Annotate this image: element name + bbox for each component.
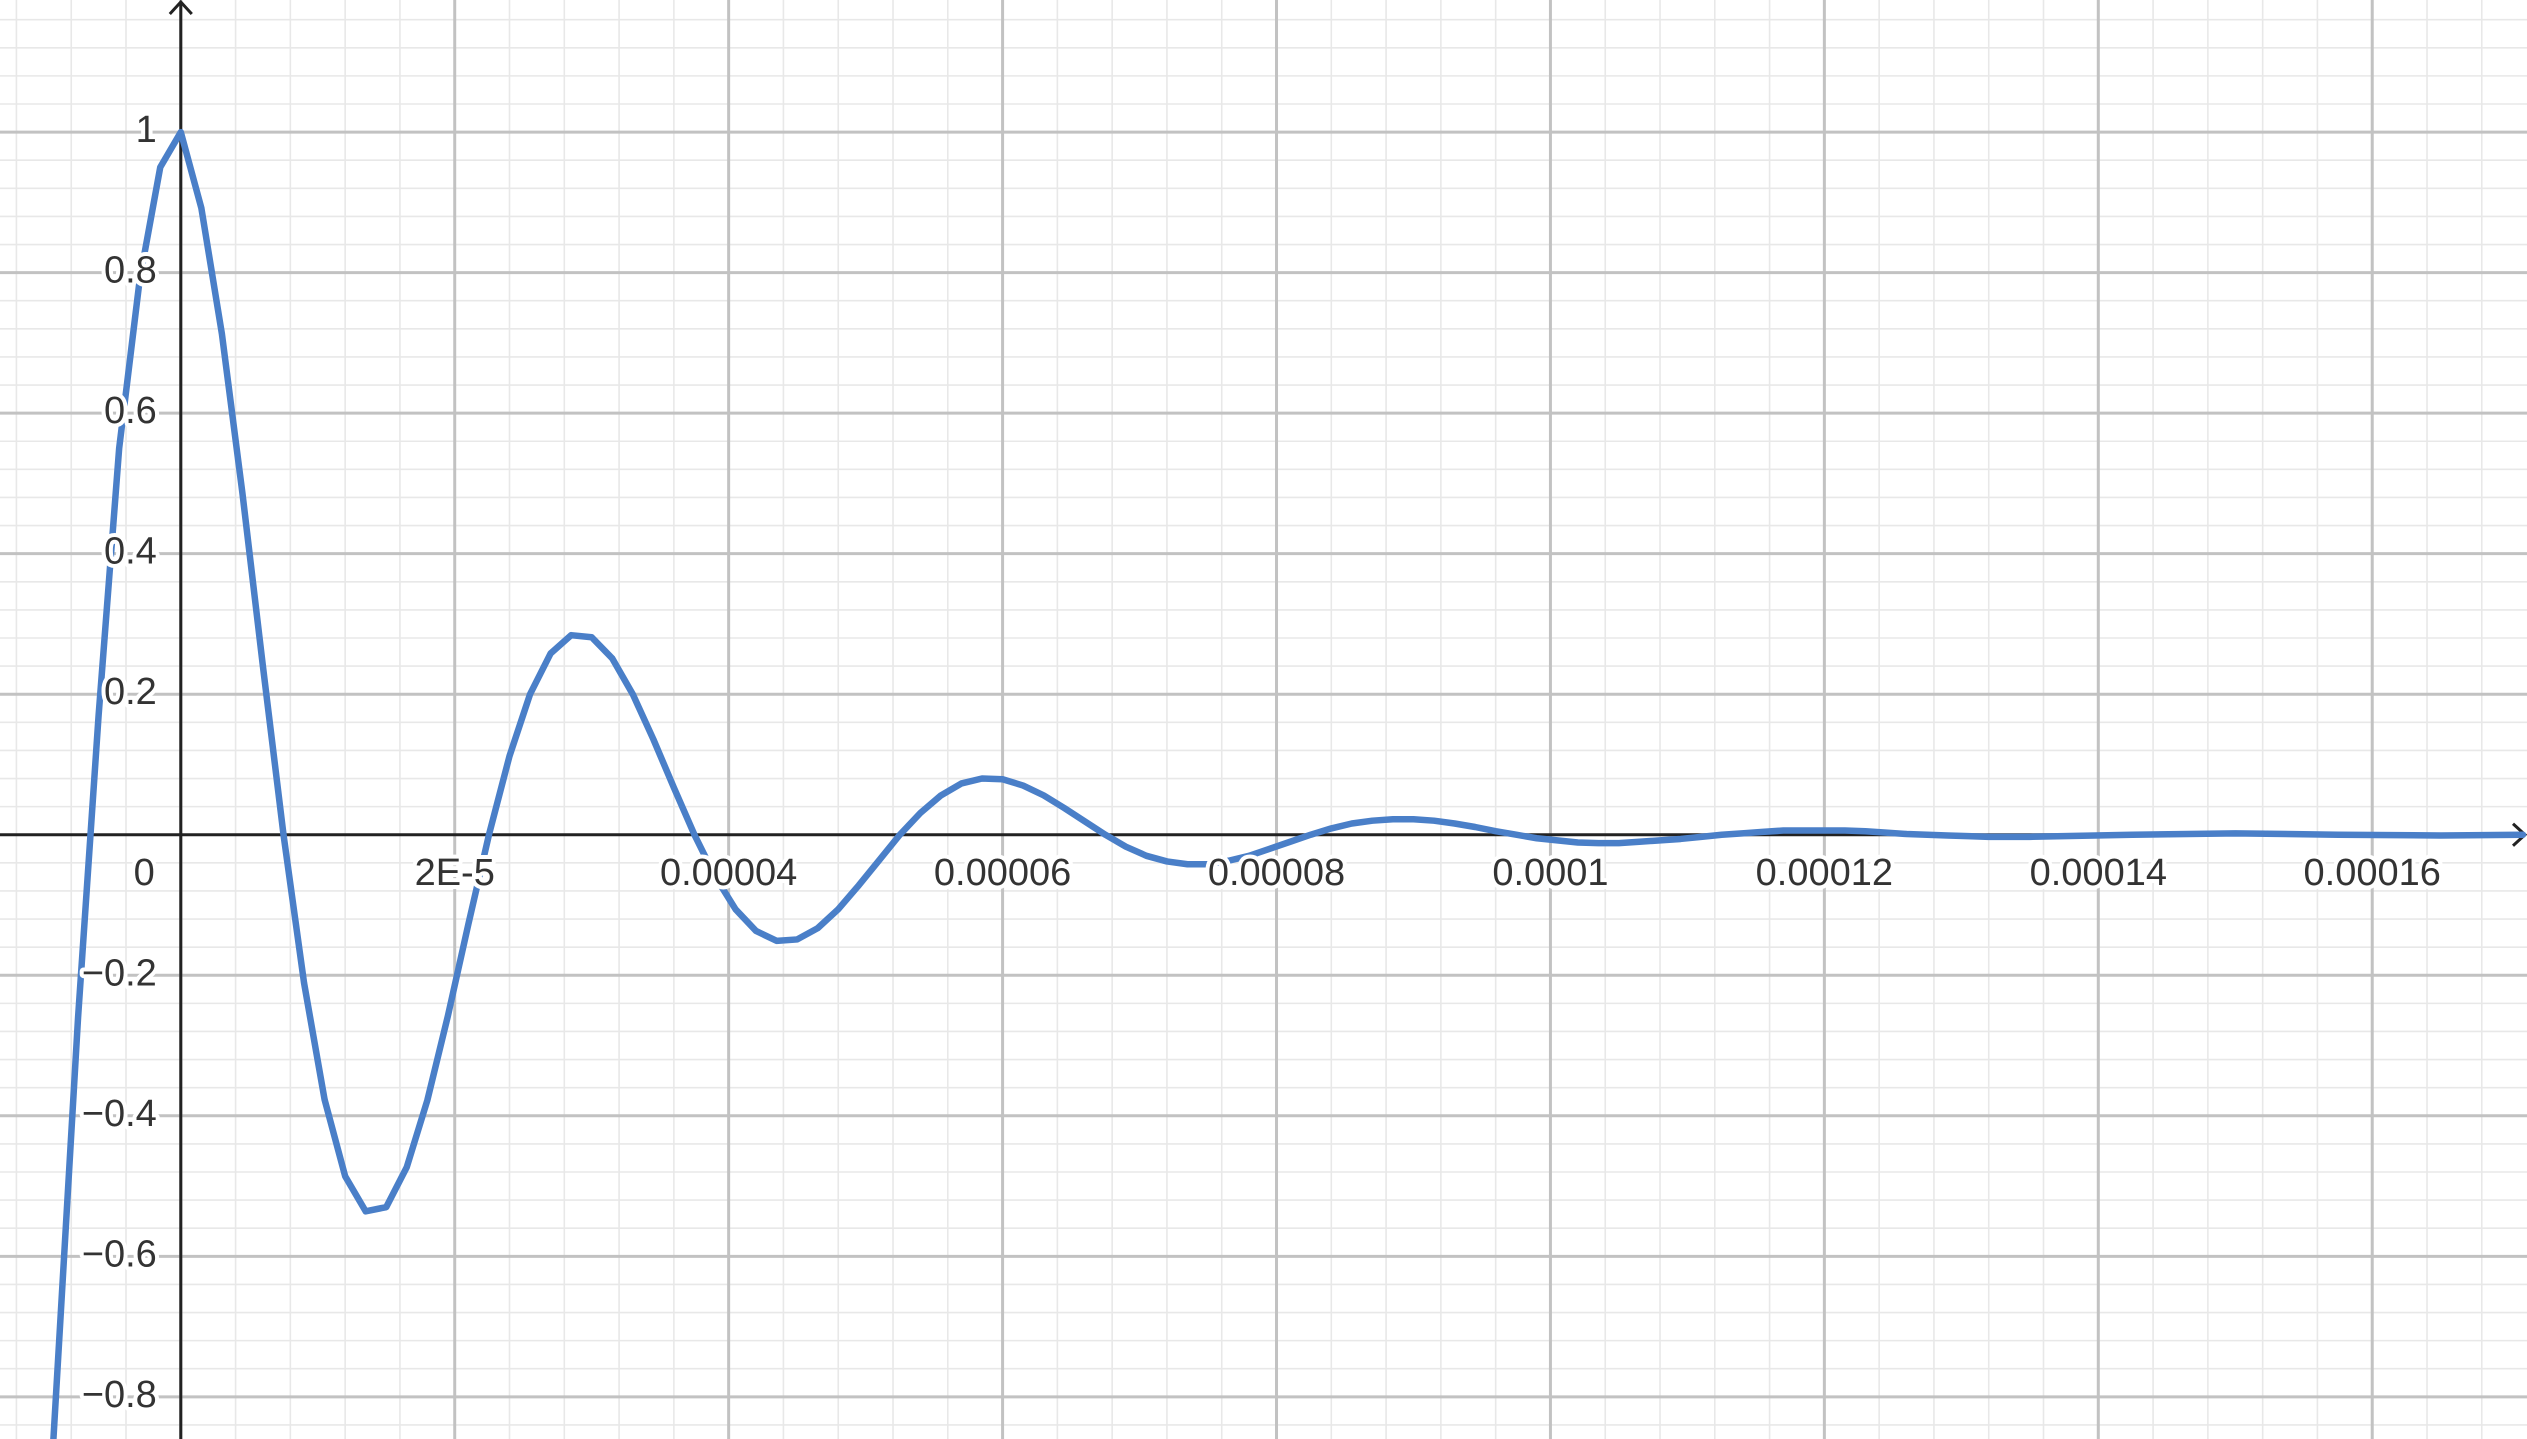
y-tick-label: 0.4 — [104, 531, 157, 573]
y-tick-label: 0.2 — [104, 671, 157, 713]
x-tick-label: 0.00004 — [660, 852, 797, 894]
y-tick-label: −0.2 — [82, 952, 157, 994]
x-tick-label: 0.00016 — [2304, 852, 2441, 894]
y-tick-label: 1 — [136, 109, 157, 151]
x-tick-label: 0 — [134, 852, 155, 894]
curve-layer — [50, 128, 2527, 1439]
x-tick-label: 0.00008 — [1208, 852, 1345, 894]
x-tick-label: 0.00014 — [2030, 852, 2167, 894]
x-tick-label: 2E-5 — [415, 852, 495, 894]
x-tick-label: 0.00012 — [1756, 852, 1893, 894]
tick-labels: 0 2E-5 0.00004 0.00006 0.00008 0.0001 0.00012 0… — [78, 105, 2445, 1420]
y-tick-label: −0.4 — [82, 1093, 157, 1135]
y-axis-arrow — [168, 0, 193, 16]
x-tick-label: 0.00006 — [934, 852, 1071, 894]
y-tick-label: 0.8 — [104, 250, 157, 292]
y-tick-label: −0.8 — [82, 1374, 157, 1416]
y-tick-label: −0.6 — [82, 1233, 157, 1275]
x-tick-label: 0.0001 — [1492, 852, 1608, 894]
y-tick-label: 0.6 — [104, 390, 157, 432]
curve — [50, 128, 2527, 1439]
